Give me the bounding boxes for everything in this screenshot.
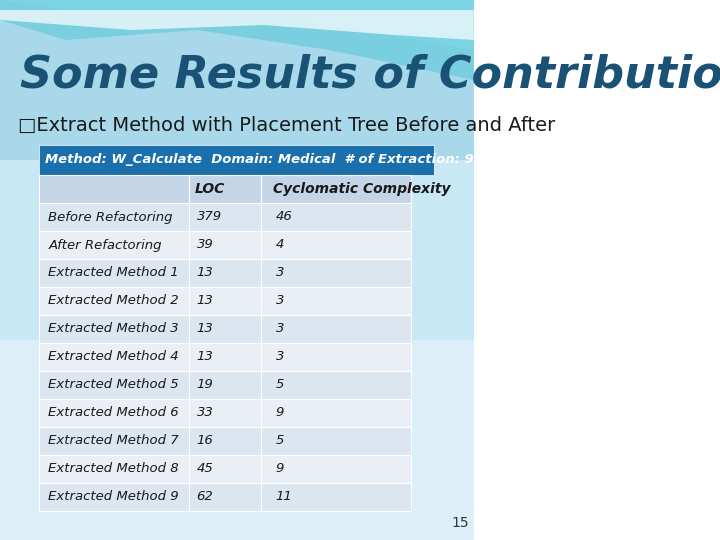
FancyBboxPatch shape [261,427,410,455]
Text: □Extract Method with Placement Tree Before and After: □Extract Method with Placement Tree Befo… [19,116,556,134]
Text: 13: 13 [197,267,213,280]
Text: Extracted Method 3: Extracted Method 3 [48,322,179,335]
Text: 13: 13 [197,322,213,335]
Text: Extracted Method 6: Extracted Method 6 [48,407,179,420]
Text: 5: 5 [276,379,284,392]
FancyBboxPatch shape [40,343,189,371]
FancyBboxPatch shape [189,203,261,231]
Text: 13: 13 [197,350,213,363]
FancyBboxPatch shape [261,203,410,231]
FancyBboxPatch shape [261,259,410,287]
FancyBboxPatch shape [40,483,189,511]
FancyBboxPatch shape [261,343,410,371]
Text: 33: 33 [197,407,213,420]
Text: LOC: LOC [195,182,225,196]
Text: 19: 19 [197,379,213,392]
FancyBboxPatch shape [261,231,410,259]
Polygon shape [0,0,474,50]
FancyBboxPatch shape [189,175,261,203]
Polygon shape [0,340,474,540]
Text: After Refactoring: After Refactoring [48,239,162,252]
Text: Extracted Method 5: Extracted Method 5 [48,379,179,392]
Text: 9: 9 [276,407,284,420]
FancyBboxPatch shape [40,427,189,455]
Text: 3: 3 [276,322,284,335]
FancyBboxPatch shape [40,203,189,231]
Text: 62: 62 [197,490,213,503]
FancyBboxPatch shape [261,175,410,203]
FancyBboxPatch shape [261,287,410,315]
Text: 379: 379 [197,211,222,224]
FancyBboxPatch shape [261,399,410,427]
FancyBboxPatch shape [40,145,434,175]
Text: Extracted Method 8: Extracted Method 8 [48,462,179,476]
Text: Before Refactoring: Before Refactoring [48,211,173,224]
Text: 3: 3 [276,267,284,280]
FancyBboxPatch shape [40,399,189,427]
Text: 4: 4 [276,239,284,252]
Text: Extracted Method 9: Extracted Method 9 [48,490,179,503]
Text: 5: 5 [276,435,284,448]
Text: Extracted Method 7: Extracted Method 7 [48,435,179,448]
Text: 9: 9 [276,462,284,476]
Polygon shape [0,10,474,40]
FancyBboxPatch shape [189,399,261,427]
FancyBboxPatch shape [189,231,261,259]
Text: 45: 45 [197,462,213,476]
Text: Extracted Method 1: Extracted Method 1 [48,267,179,280]
Text: 46: 46 [276,211,292,224]
FancyBboxPatch shape [40,455,189,483]
FancyBboxPatch shape [40,231,189,259]
Text: 11: 11 [276,490,292,503]
Text: 3: 3 [276,350,284,363]
FancyBboxPatch shape [189,455,261,483]
Text: Some Results of Contribution 2: Some Results of Contribution 2 [19,53,720,97]
Text: 3: 3 [276,294,284,307]
Text: Cyclomatic Complexity: Cyclomatic Complexity [273,182,450,196]
FancyBboxPatch shape [189,483,261,511]
Text: 16: 16 [197,435,213,448]
Text: Extracted Method 4: Extracted Method 4 [48,350,179,363]
Text: Method: W_Calculate  Domain: Medical  # of Extraction: 9: Method: W_Calculate Domain: Medical # of… [45,153,474,166]
FancyBboxPatch shape [189,371,261,399]
FancyBboxPatch shape [40,259,189,287]
FancyBboxPatch shape [261,315,410,343]
FancyBboxPatch shape [189,427,261,455]
FancyBboxPatch shape [40,371,189,399]
FancyBboxPatch shape [189,315,261,343]
Polygon shape [0,160,474,340]
Text: Extracted Method 2: Extracted Method 2 [48,294,179,307]
Text: 15: 15 [451,516,469,530]
FancyBboxPatch shape [189,343,261,371]
FancyBboxPatch shape [40,287,189,315]
FancyBboxPatch shape [261,455,410,483]
FancyBboxPatch shape [261,483,410,511]
Polygon shape [0,0,474,80]
FancyBboxPatch shape [261,371,410,399]
Text: 39: 39 [197,239,213,252]
FancyBboxPatch shape [40,175,189,203]
Polygon shape [0,0,474,160]
FancyBboxPatch shape [189,259,261,287]
FancyBboxPatch shape [189,287,261,315]
FancyBboxPatch shape [40,315,189,343]
Text: 13: 13 [197,294,213,307]
